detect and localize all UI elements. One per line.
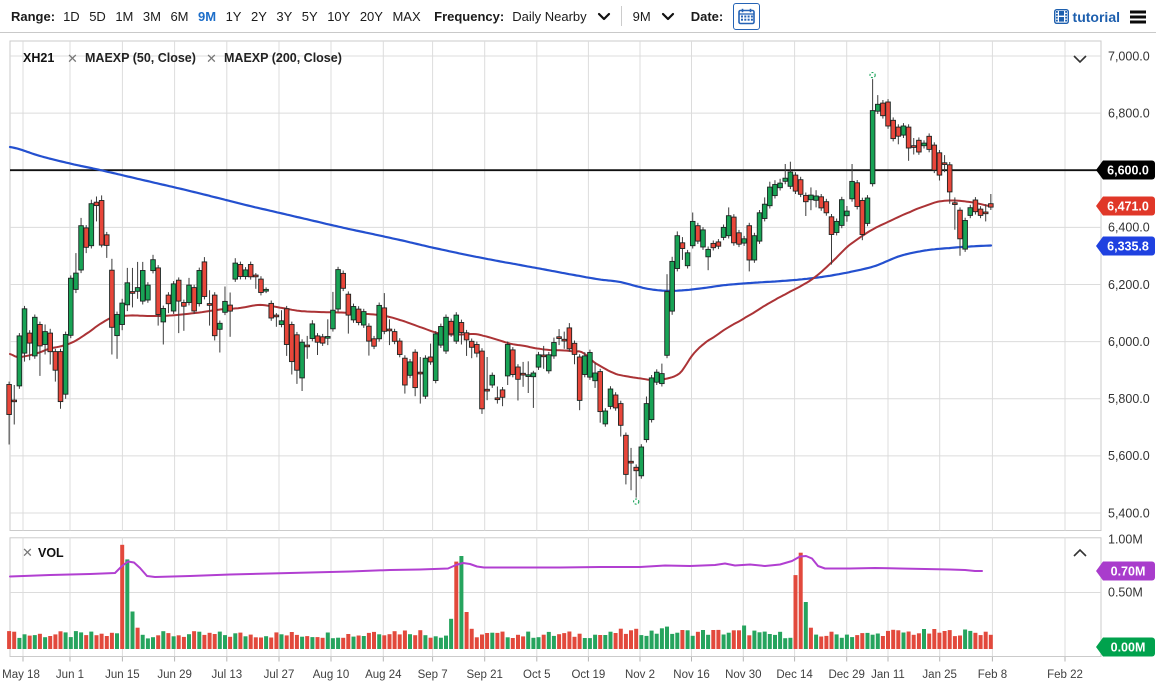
svg-text:6,000.0: 6,000.0 <box>1108 335 1150 349</box>
svg-text:0.50M: 0.50M <box>1108 585 1143 599</box>
svg-text:Feb 8: Feb 8 <box>978 669 1007 681</box>
svg-text:Nov 30: Nov 30 <box>725 669 761 681</box>
svg-text:Dec 14: Dec 14 <box>776 669 813 681</box>
svg-text:✕: ✕ <box>67 51 78 66</box>
svg-text:Nov 2: Nov 2 <box>625 669 655 681</box>
svg-text:5,800.0: 5,800.0 <box>1108 392 1150 406</box>
svg-text:✕: ✕ <box>22 545 33 560</box>
svg-text:Sep 7: Sep 7 <box>418 669 448 681</box>
svg-text:1.00M: 1.00M <box>1108 532 1143 546</box>
svg-text:✕: ✕ <box>206 51 217 66</box>
svg-text:6,400.0: 6,400.0 <box>1108 221 1150 235</box>
svg-text:Jul 13: Jul 13 <box>211 669 242 681</box>
svg-text:MAEXP (200, Close): MAEXP (200, Close) <box>224 51 342 65</box>
svg-text:6,800.0: 6,800.0 <box>1108 106 1150 120</box>
svg-text:Oct 19: Oct 19 <box>571 669 605 681</box>
svg-text:0.70M: 0.70M <box>1111 564 1146 578</box>
svg-text:5,600.0: 5,600.0 <box>1108 449 1150 463</box>
svg-text:Nov 16: Nov 16 <box>673 669 709 681</box>
svg-text:Aug 10: Aug 10 <box>313 669 349 681</box>
svg-text:Jan 25: Jan 25 <box>922 669 957 681</box>
svg-text:Sep 21: Sep 21 <box>466 669 502 681</box>
svg-text:Jun 29: Jun 29 <box>157 669 192 681</box>
svg-text:7,000.0: 7,000.0 <box>1108 49 1150 63</box>
svg-text:Jun 15: Jun 15 <box>105 669 140 681</box>
svg-text:5,400.0: 5,400.0 <box>1108 506 1150 520</box>
svg-text:6,471.0: 6,471.0 <box>1107 199 1149 213</box>
svg-text:6,600.0: 6,600.0 <box>1107 163 1149 177</box>
svg-text:Jun 1: Jun 1 <box>56 669 84 681</box>
svg-text:Jan 11: Jan 11 <box>871 669 905 681</box>
svg-text:6,335.8: 6,335.8 <box>1107 239 1149 253</box>
svg-text:Jul 27: Jul 27 <box>264 669 295 681</box>
svg-text:0.00M: 0.00M <box>1111 640 1146 654</box>
svg-text:MAEXP (50, Close): MAEXP (50, Close) <box>85 51 196 65</box>
svg-text:Aug 24: Aug 24 <box>365 669 402 681</box>
svg-text:Oct 5: Oct 5 <box>523 669 550 681</box>
svg-text:VOL: VOL <box>38 546 64 560</box>
svg-text:6,200.0: 6,200.0 <box>1108 278 1150 292</box>
svg-text:Feb 22: Feb 22 <box>1047 669 1083 681</box>
svg-text:XH21: XH21 <box>23 51 54 65</box>
svg-text:Dec 29: Dec 29 <box>828 669 864 681</box>
svg-text:May 18: May 18 <box>2 669 40 681</box>
